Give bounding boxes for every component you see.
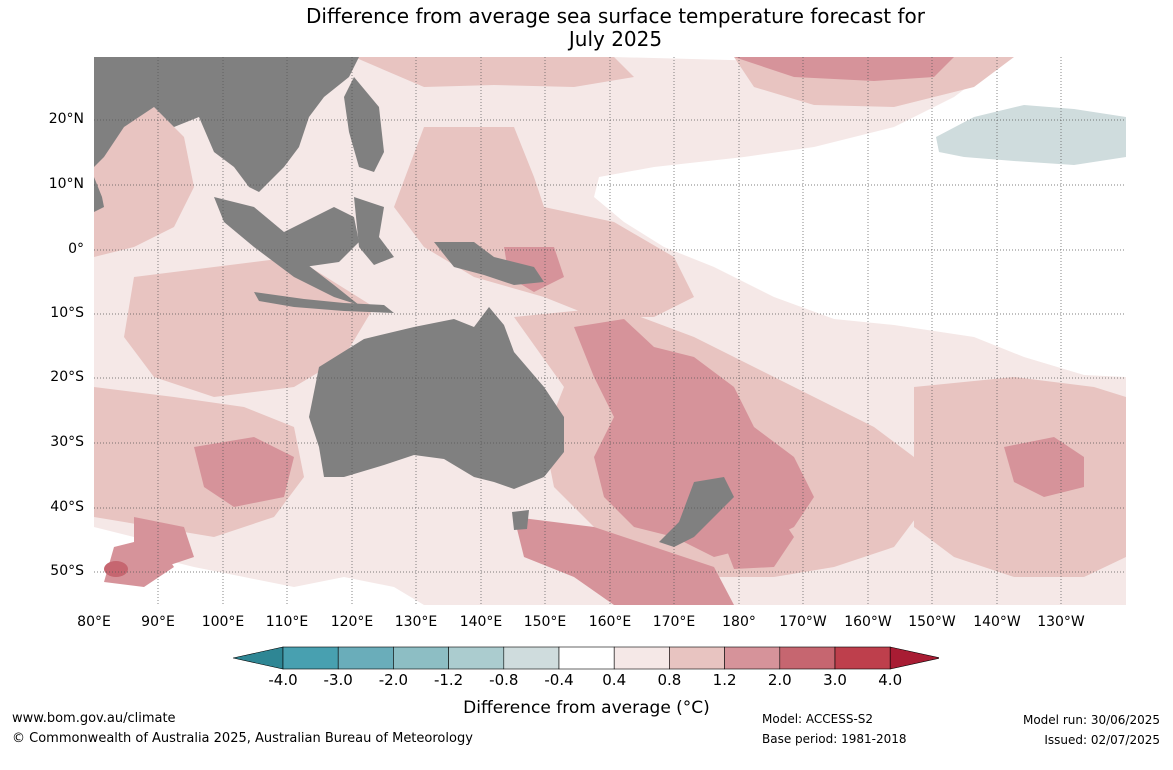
warm-moderate-indian bbox=[124, 257, 374, 397]
warm-strong-indian-1 bbox=[194, 437, 294, 507]
land-sumatra bbox=[214, 197, 359, 305]
colorbar-tick-label: -0.8 bbox=[489, 671, 519, 689]
warm-strong-east-nz bbox=[714, 507, 794, 569]
warm-strong-south-pacific-1 bbox=[1004, 437, 1084, 497]
neutral-region-south bbox=[94, 527, 424, 605]
colorbar-extend-low bbox=[233, 646, 284, 670]
lon-label: 170°W bbox=[779, 614, 827, 630]
colorbar-tick-label: 1.2 bbox=[712, 671, 737, 689]
lon-label: 160°E bbox=[588, 614, 632, 630]
title-line-1: Difference from average sea surface temp… bbox=[305, 4, 925, 28]
land-new-guinea bbox=[434, 242, 544, 285]
colorbar-segment bbox=[503, 646, 560, 670]
lat-label: 10°S bbox=[50, 305, 84, 321]
colorbar-segment bbox=[558, 646, 615, 670]
colorbar-tick-label: 3.0 bbox=[823, 671, 847, 689]
colorbar-tick-label: 2.0 bbox=[767, 671, 792, 689]
lon-label: 140°W bbox=[973, 614, 1021, 630]
model-run-text: Model run: 30/06/2025 bbox=[1022, 713, 1160, 727]
map-title: Difference from average sea surface temp… bbox=[0, 5, 1173, 51]
colorbar-extend-high bbox=[889, 646, 939, 670]
land-borneo bbox=[284, 207, 359, 267]
model-text: Model: ACCESS-S2 bbox=[762, 712, 874, 726]
lat-label: 10°N bbox=[48, 176, 84, 192]
sst-anomaly-map bbox=[94, 57, 1126, 605]
warm-moderate-indian-north bbox=[94, 107, 194, 257]
warm-very-strong-patch bbox=[104, 561, 128, 577]
colorbar-segment bbox=[613, 646, 670, 670]
base-period-text: Base period: 1981-2018 bbox=[762, 732, 907, 746]
land-new-zealand bbox=[659, 477, 734, 547]
lat-label: 40°S bbox=[50, 499, 84, 515]
map-svg bbox=[94, 57, 1126, 605]
land-sulawesi bbox=[354, 197, 394, 265]
lon-label: 130°W bbox=[1037, 614, 1085, 630]
land-india-tip bbox=[94, 177, 104, 212]
colorbar-segment bbox=[337, 646, 394, 670]
lon-label: 170°E bbox=[652, 614, 696, 630]
map-gridlines bbox=[94, 57, 1126, 605]
colorbar-segments bbox=[233, 646, 939, 670]
colorbar-tick-label: 0.8 bbox=[657, 671, 682, 689]
lat-label: 30°S bbox=[50, 434, 84, 450]
warm-strong-coral-sea bbox=[574, 319, 814, 557]
colorbar bbox=[233, 646, 939, 670]
colorbar-segment bbox=[779, 646, 836, 670]
land-australia bbox=[309, 307, 564, 489]
lat-label: 0° bbox=[68, 241, 84, 257]
lon-label: 140°E bbox=[459, 614, 503, 630]
lon-label: 150°E bbox=[523, 614, 567, 630]
lon-label: 110°E bbox=[265, 614, 309, 630]
warm-moderate-north bbox=[354, 57, 634, 87]
colorbar-segment bbox=[282, 646, 339, 670]
colorbar-tick-label: -3.0 bbox=[323, 671, 353, 689]
colorbar-label: Difference from average (°C) bbox=[463, 698, 710, 718]
lon-label: 130°E bbox=[394, 614, 438, 630]
colorbar-segment bbox=[448, 646, 505, 670]
colorbar-segment bbox=[834, 646, 891, 670]
lon-label: 180° bbox=[722, 614, 756, 630]
lon-label: 80°E bbox=[77, 614, 111, 630]
land-java bbox=[254, 292, 394, 313]
website-link[interactable]: www.bom.gov.au/climate bbox=[12, 711, 176, 726]
colorbar-segment bbox=[724, 646, 781, 670]
land-asia bbox=[94, 57, 359, 192]
colorbar-tick-label: 4.0 bbox=[878, 671, 903, 689]
lat-label: 20°N bbox=[48, 111, 84, 127]
title-line-2: July 2025 bbox=[568, 27, 663, 51]
colorbar-tick-label: 0.4 bbox=[602, 671, 627, 689]
colorbar-segment bbox=[393, 646, 449, 670]
land-tasmania bbox=[512, 510, 529, 530]
lon-label: 120°E bbox=[330, 614, 374, 630]
lon-label: 160°W bbox=[844, 614, 892, 630]
warm-strong-indian-3 bbox=[134, 517, 194, 567]
colorbar-tick-label: -1.2 bbox=[433, 671, 464, 689]
colorbar-tick-label: -2.0 bbox=[378, 671, 409, 689]
lon-label: 100°E bbox=[201, 614, 245, 630]
colorbar-tick-label: -4.0 bbox=[268, 671, 298, 689]
warm-strong-north-pacific bbox=[734, 57, 954, 81]
copyright-text: © Commonwealth of Australia 2025, Austra… bbox=[12, 731, 473, 746]
lat-label: 50°S bbox=[50, 563, 84, 579]
colorbar-tick-label: -0.4 bbox=[544, 671, 574, 689]
issued-text: Issued: 02/07/2025 bbox=[1044, 733, 1160, 747]
warm-strong-south-tasman bbox=[514, 517, 734, 605]
land-philippines bbox=[344, 77, 384, 172]
lon-label: 90°E bbox=[141, 614, 175, 630]
lat-label: 20°S bbox=[50, 369, 84, 385]
colorbar-segment bbox=[669, 646, 725, 670]
lon-label: 150°W bbox=[908, 614, 956, 630]
